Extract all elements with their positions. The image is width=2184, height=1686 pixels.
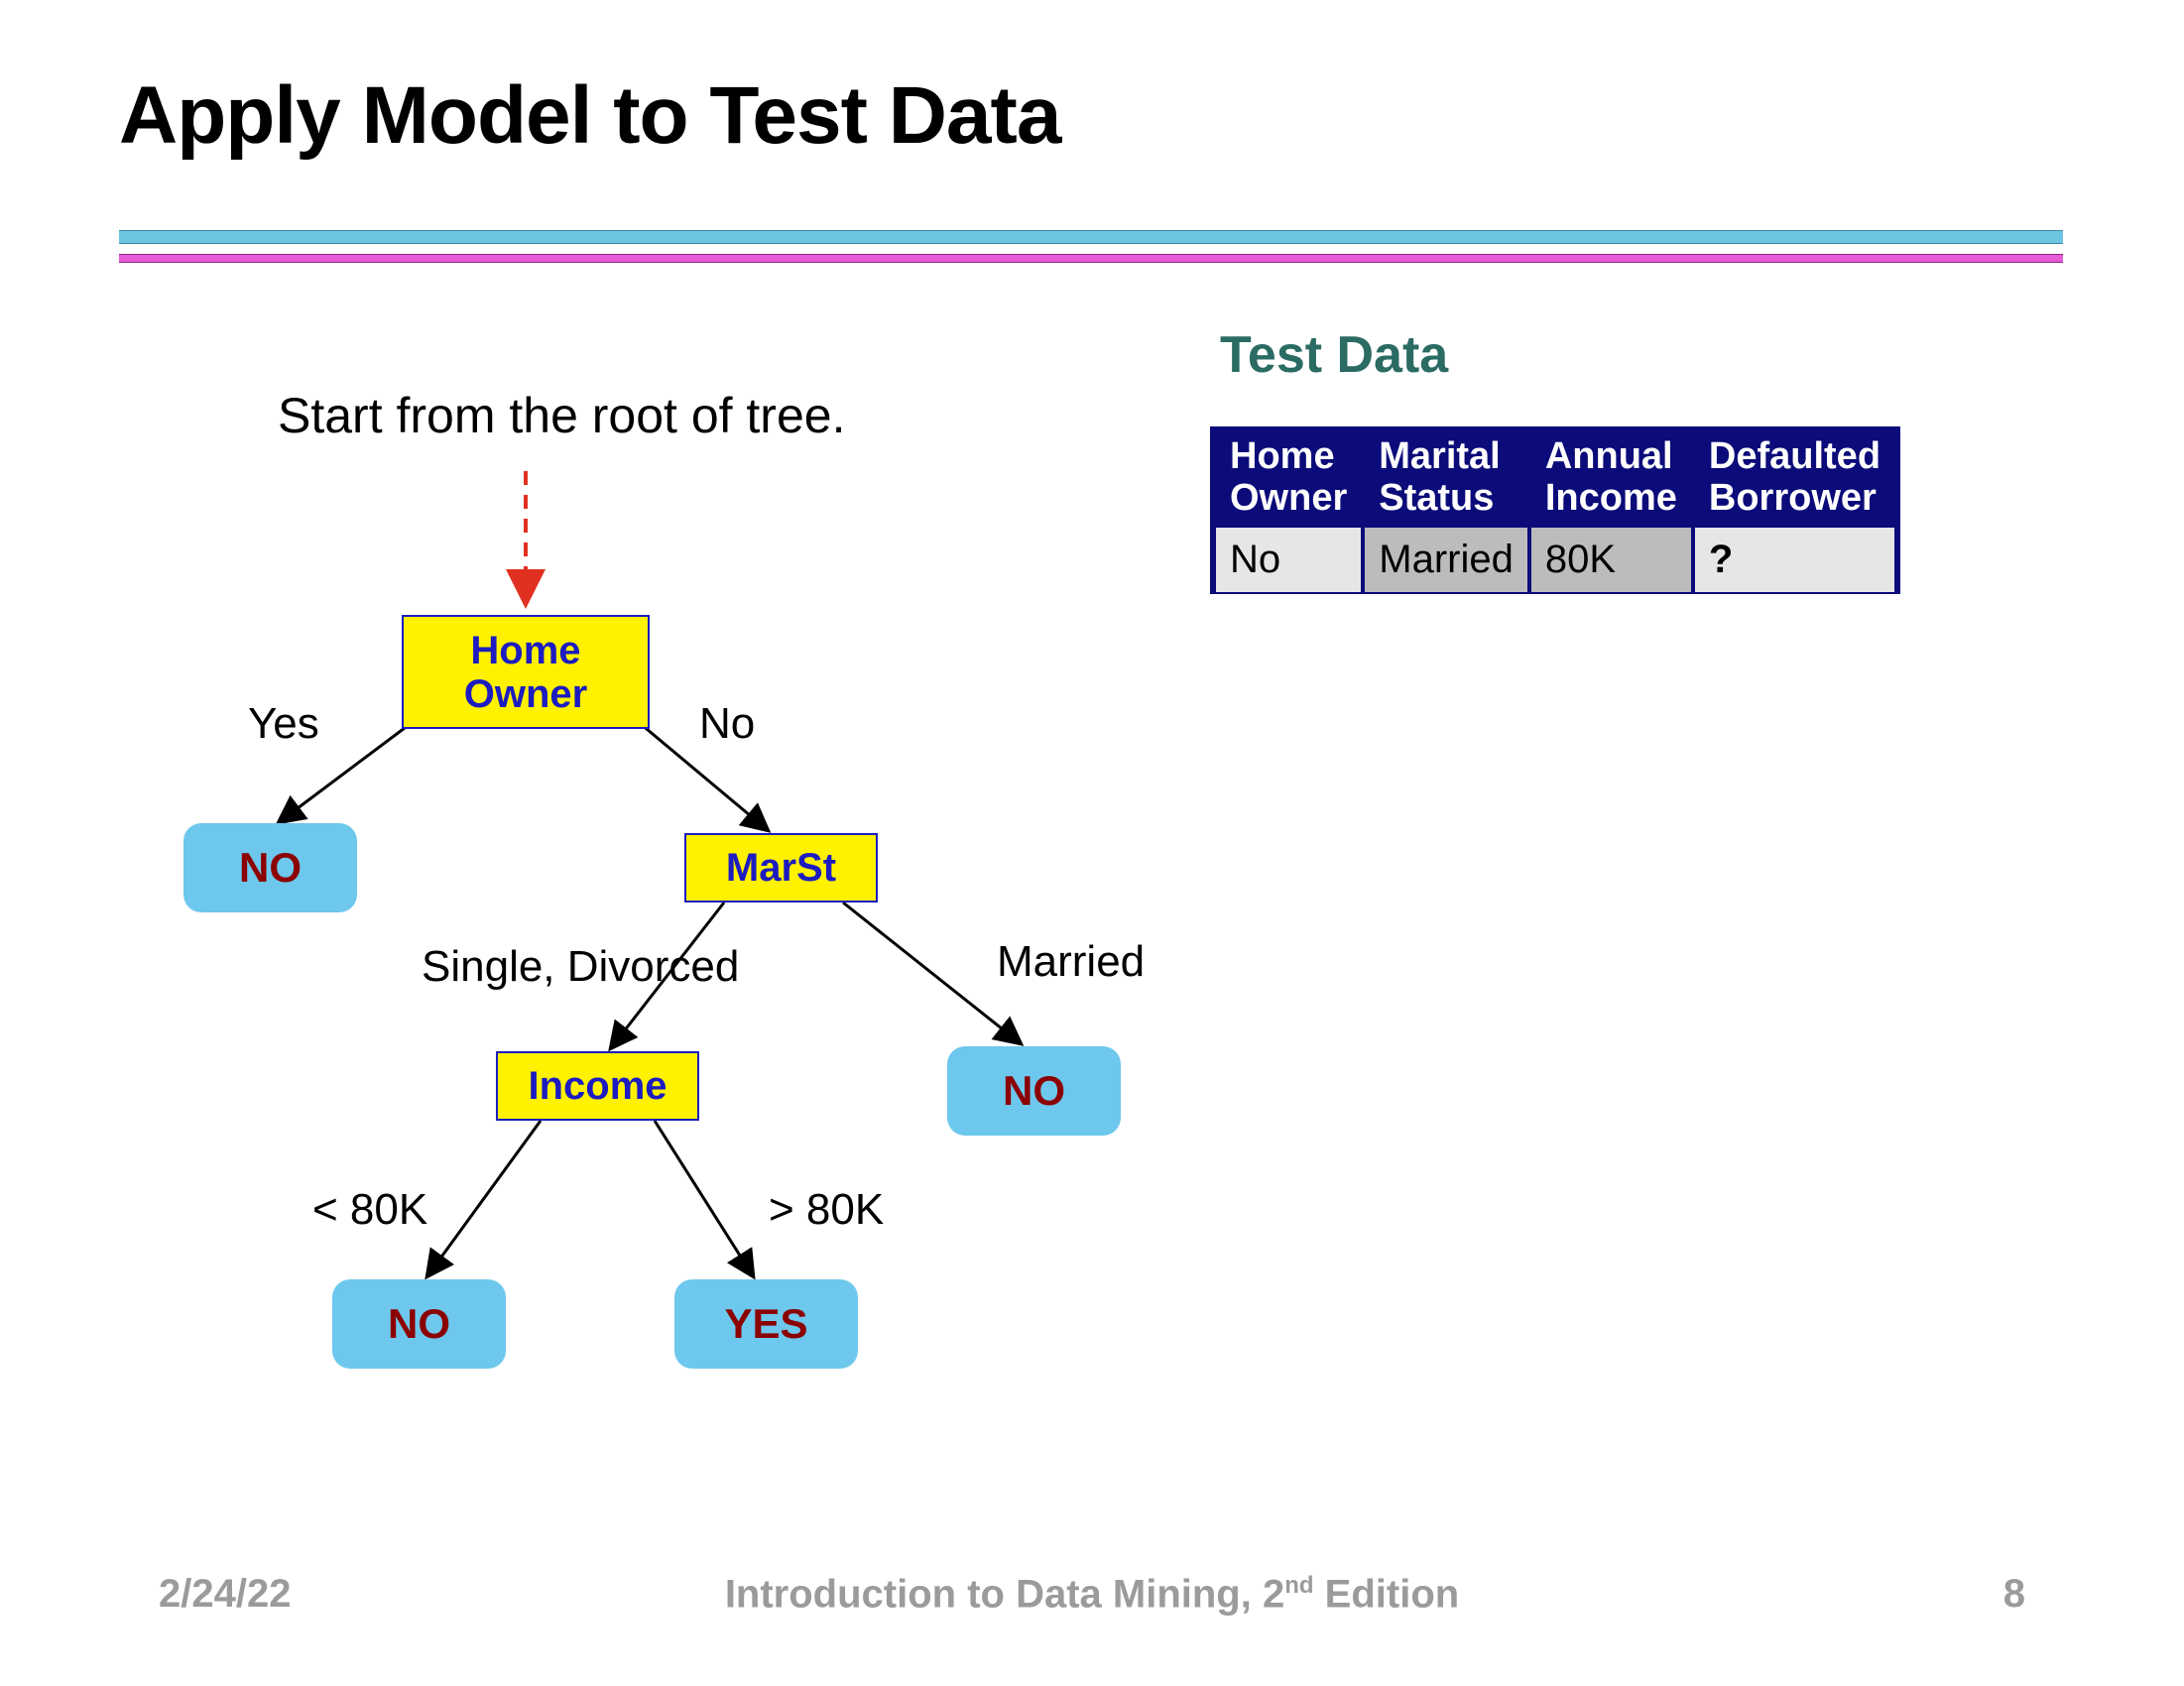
footer-page: 8 bbox=[2003, 1572, 2025, 1617]
tree-node-root: HomeOwner bbox=[402, 615, 650, 729]
edge-label-3: Married bbox=[997, 937, 1145, 987]
testdata-table: HomeOwnerMaritalStatusAnnualIncomeDefaul… bbox=[1210, 426, 1900, 594]
footer-title-prefix: Introduction to Data Mining, 2 bbox=[725, 1572, 1284, 1616]
edge-label-1: No bbox=[699, 699, 755, 749]
footer-title-suffix: Edition bbox=[1314, 1572, 1460, 1616]
title-rule-teal bbox=[119, 230, 2063, 244]
tree-caption: Start from the root of tree. bbox=[278, 387, 845, 444]
slide-title: Apply Model to Test Data bbox=[119, 69, 1060, 163]
footer-title: Introduction to Data Mining, 2nd Edition bbox=[0, 1572, 2184, 1617]
title-rule-magenta bbox=[119, 254, 2063, 263]
tree-node-leafNO1: NO bbox=[183, 823, 357, 912]
tree-node-leafNO2: NO bbox=[947, 1046, 1121, 1136]
edge-income-no bbox=[426, 1121, 541, 1277]
edge-income-yes bbox=[655, 1121, 754, 1277]
table-row: NoMarried80K? bbox=[1216, 528, 1894, 592]
tree-node-income: Income bbox=[496, 1051, 699, 1121]
table-header-2: AnnualIncome bbox=[1531, 428, 1691, 528]
edge-label-4: < 80K bbox=[312, 1185, 427, 1235]
tree-node-marst: MarSt bbox=[684, 833, 878, 903]
edge-label-0: Yes bbox=[248, 699, 319, 749]
tree-node-leafNO3: NO bbox=[332, 1279, 506, 1369]
footer-title-sup: nd bbox=[1284, 1572, 1313, 1599]
edge-label-2: Single, Divorced bbox=[422, 942, 739, 992]
table-cell: ? bbox=[1695, 528, 1894, 592]
table-header-0: HomeOwner bbox=[1216, 428, 1361, 528]
tree-node-leafYES: YES bbox=[674, 1279, 858, 1369]
edge-label-5: > 80K bbox=[769, 1185, 884, 1235]
table-header-3: DefaultedBorrower bbox=[1695, 428, 1894, 528]
table-header-1: MaritalStatus bbox=[1365, 428, 1527, 528]
table-cell: 80K bbox=[1531, 528, 1691, 592]
table-cell: No bbox=[1216, 528, 1361, 592]
testdata-heading: Test Data bbox=[1220, 325, 1448, 385]
edge-marst-no bbox=[843, 903, 1022, 1044]
table-cell: Married bbox=[1365, 528, 1527, 592]
